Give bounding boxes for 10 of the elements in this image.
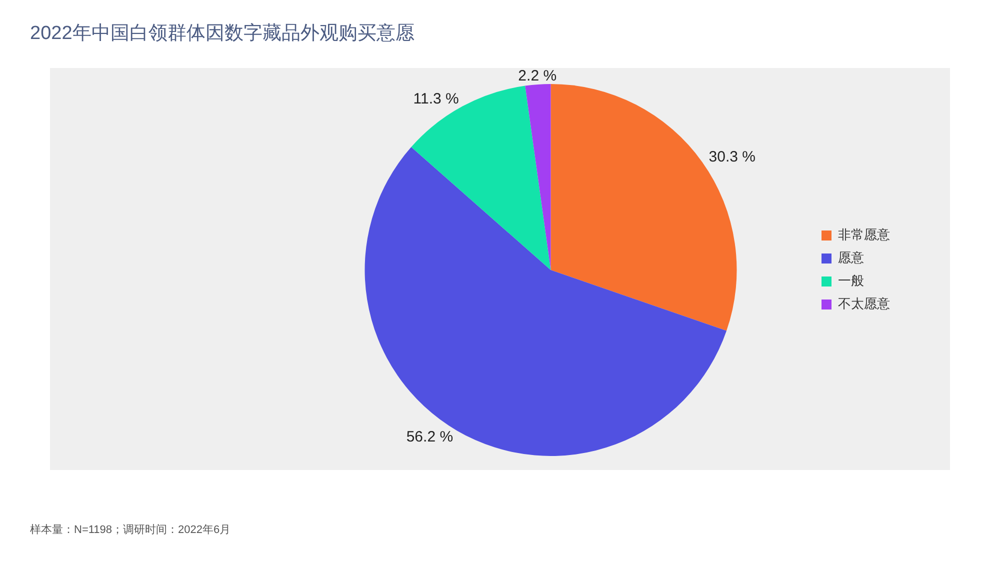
legend-label: 不太愿意 (838, 296, 890, 312)
legend-label: 一般 (838, 273, 864, 288)
chart-title: 2022年中国白领群体因数字藏品外观购买意愿 (30, 22, 414, 46)
legend-label: 愿意 (838, 250, 864, 266)
legend-label: 非常愿意 (838, 227, 890, 242)
data-label: 2.2 % (518, 68, 557, 85)
text: 样本量：N=1198；调研时间：2022年6月 (30, 523, 231, 537)
data-label: 11.3 % (413, 90, 459, 108)
data-label: 56.2 % (406, 428, 454, 446)
data-label: 30.3 % (708, 148, 756, 166)
